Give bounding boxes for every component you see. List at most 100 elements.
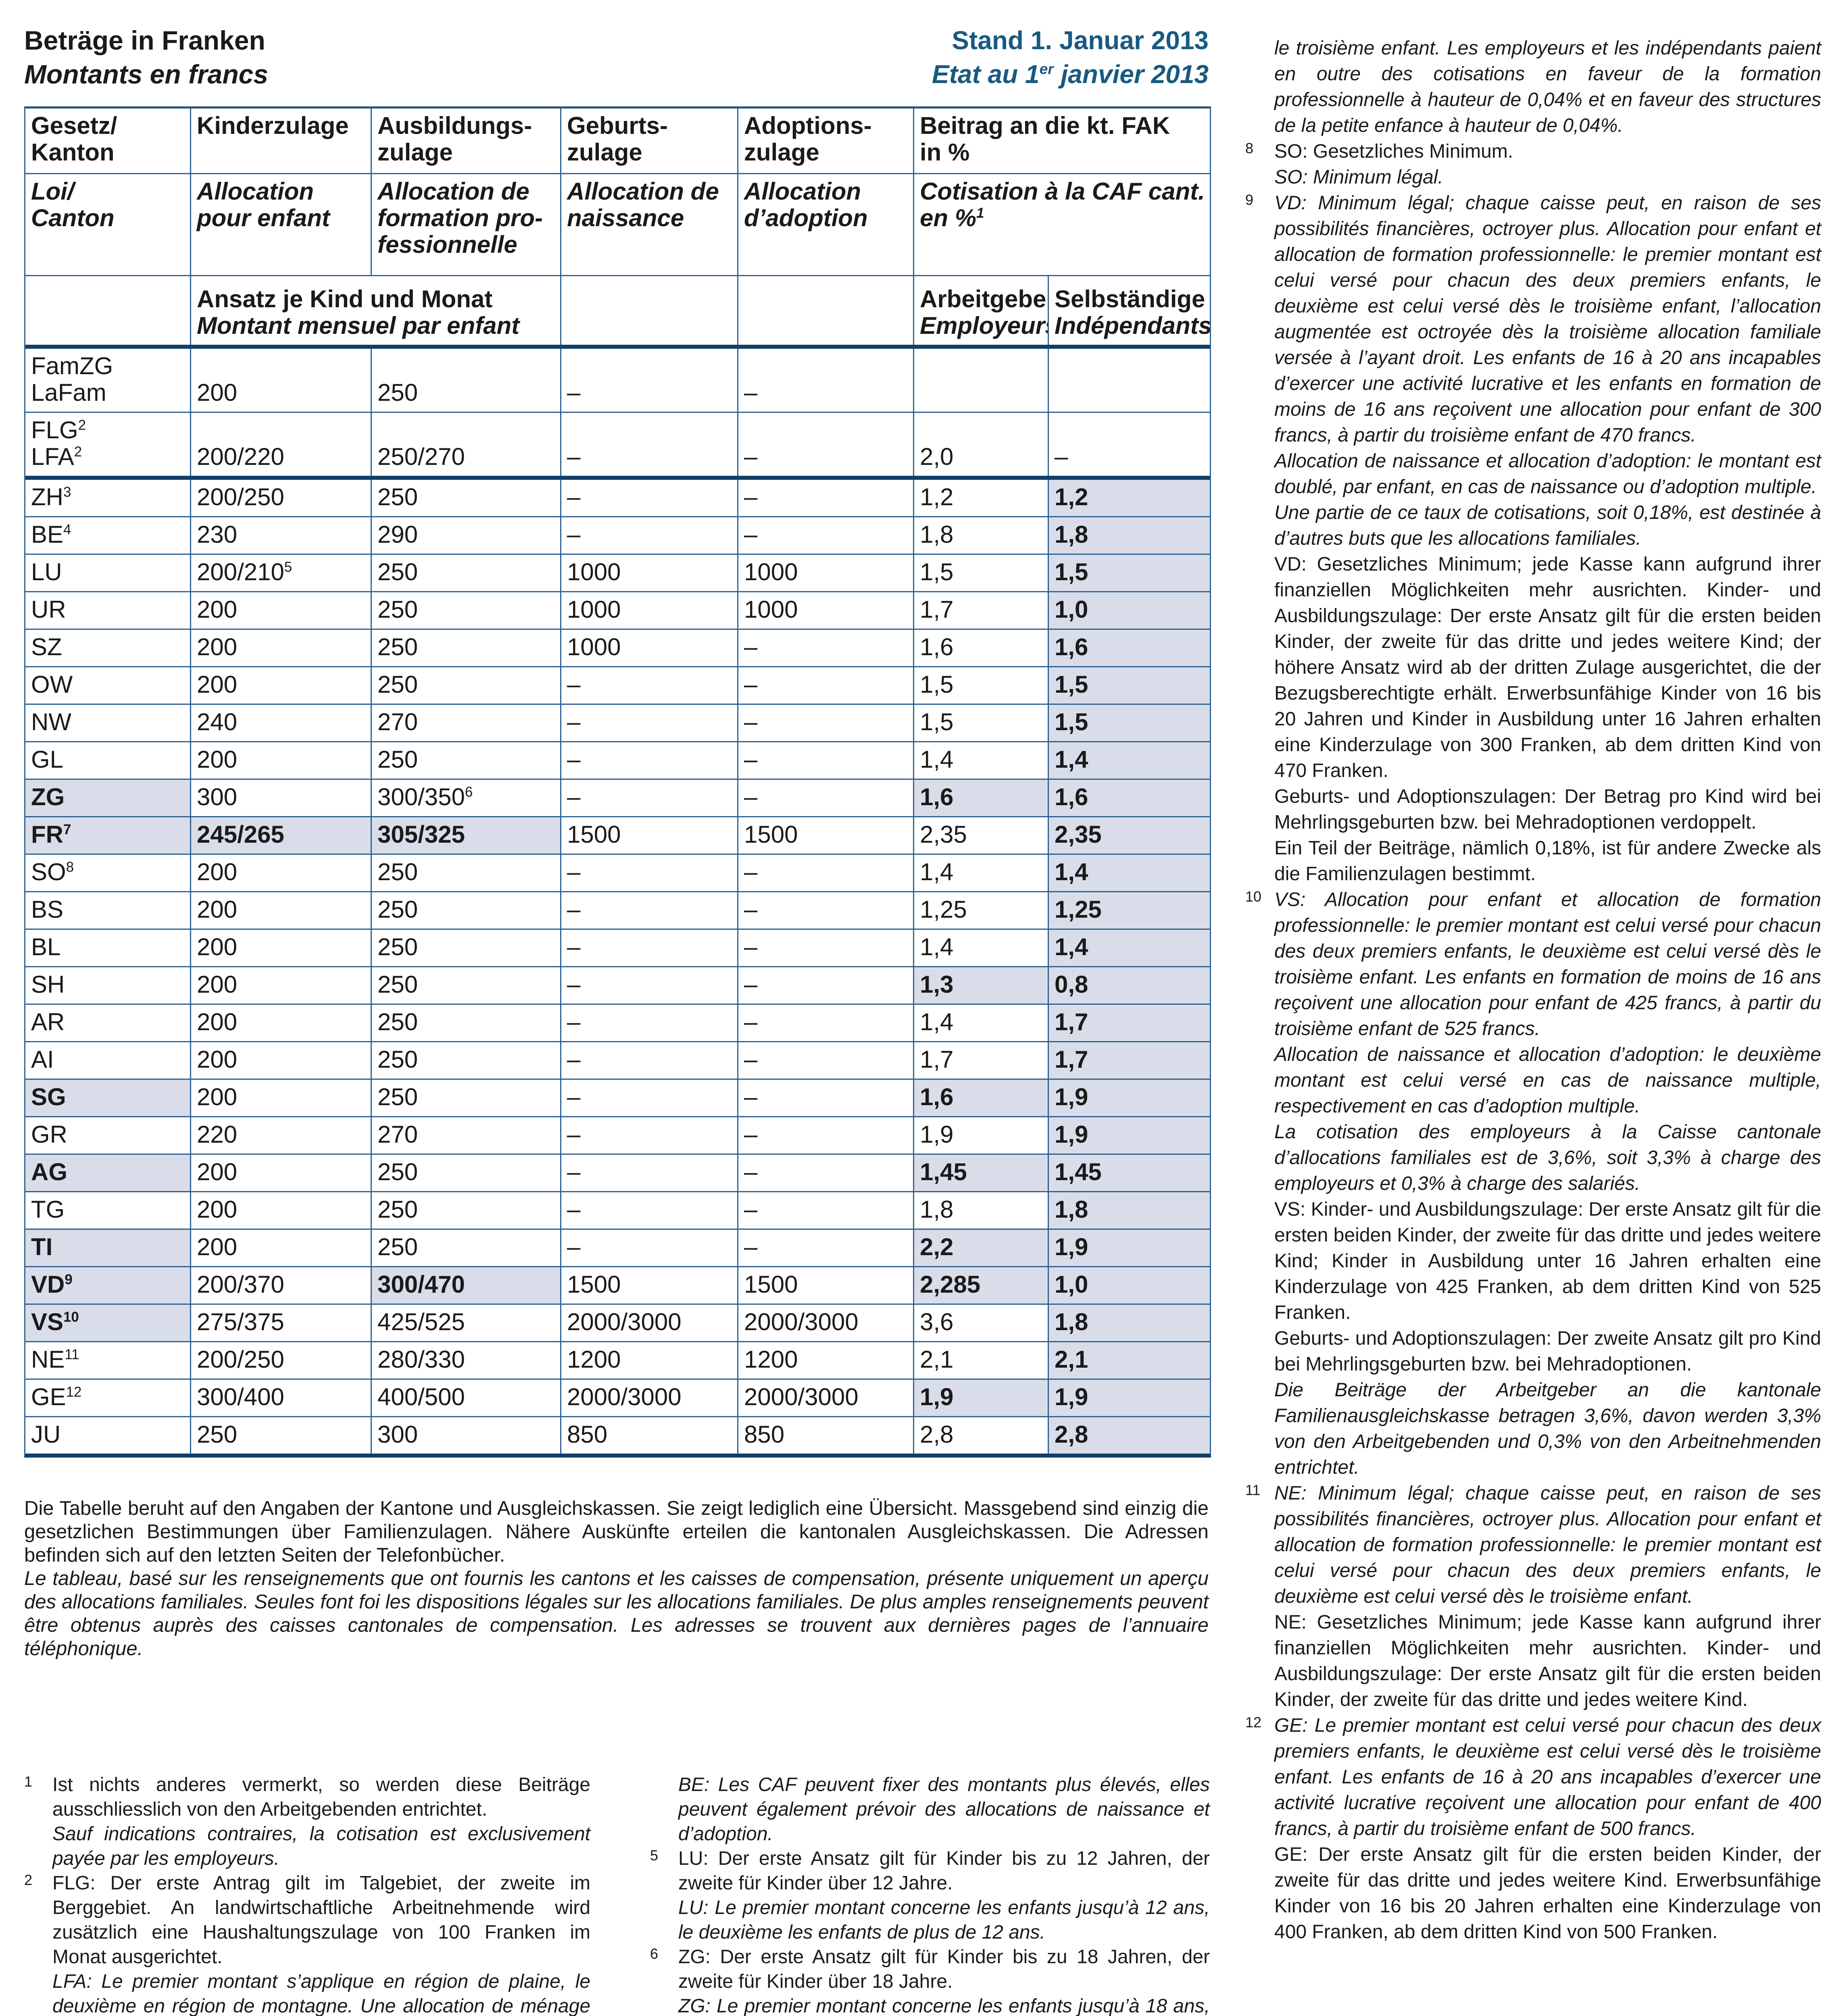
self-employed-rate-cell: 1,8 [1049,1192,1210,1229]
cell-text: SO8 [31,858,74,885]
canton-cell: GE12 [25,1380,191,1416]
cell-text: 200 [197,933,238,960]
footnote-paragraph: ZG: Le premier montant concerne les enfa… [678,1995,1210,2016]
self-employed-rate-cell: 1,5 [1049,705,1210,741]
cell-text: AG [31,1158,67,1185]
cell-text: 1,4 [1055,933,1088,960]
cell-text: 1,4 [1055,746,1088,773]
education-allowance-cell: 300 [372,1417,561,1454]
cell-text: 1,7 [1055,1046,1088,1073]
cell-text: BS [31,896,64,923]
column-header-french: Loi/ Canton [25,174,191,275]
column-header: Kinderzulage [191,108,372,173]
birth-allowance-cell: 1000 [561,630,738,666]
cell-text: 1,9 [920,1383,954,1410]
column-header-french: Allocation pour enfant [191,174,372,275]
canton-cell: AG [25,1155,191,1191]
cell-text: – [567,1046,581,1073]
birth-allowance-cell: 1200 [561,1342,738,1379]
cell-text: 200 [197,633,238,660]
footnote-marker: 9 [65,1272,73,1287]
cell-text: 290 [377,521,418,548]
cell-text: – [744,379,758,406]
adoption-allowance-cell: 1000 [738,592,914,629]
footnote-marker: 6 [465,784,473,800]
child-allowance-cell: 300/400 [191,1380,372,1416]
canton-cell: SO8 [25,855,191,891]
education-allowance-cell: 250/270 [372,413,561,476]
cell-text: 250 [377,746,418,773]
birth-allowance-cell: – [561,413,738,476]
employer-rate-cell: 1,4 [914,742,1049,779]
footnote-paragraph: LFA: Le premier montant s’applique en ré… [52,1971,590,2016]
education-allowance-cell: 250 [372,592,561,629]
birth-allowance-cell: – [561,1230,738,1266]
employer-rate-cell: 1,6 [914,1080,1049,1116]
self-employed-rate-cell: 1,5 [1049,555,1210,591]
table-row: BE4 230 290 – – 1,8 1,8 [25,517,1210,555]
footnote-marker: 2 [74,444,82,460]
canton-cell: GR [25,1117,191,1154]
cell-text: 2000/3000 [567,1308,682,1335]
cell-text: 200 [197,596,238,623]
cell-text: – [744,1121,758,1148]
education-allowance-cell: 250 [372,1230,561,1266]
canton-cell: AI [25,1042,191,1079]
table-row: ZH3 200/250 250 – – 1,2 1,2 [25,480,1210,517]
cell-text: – [567,858,581,885]
child-allowance-cell: 200/220 [191,413,372,476]
ansatz-label-french: Montant mensuel par enfant [197,312,520,339]
footnote-paragraph: VD: Gesetzliches Minimum; jede Kasse kan… [1274,554,1821,781]
empty-cell [738,276,914,345]
cell-text: 250 [377,596,418,623]
cell-text: – [744,933,758,960]
cell-text: 200/250 [197,483,284,510]
cell-text: 245/265 [197,821,284,848]
employer-rate-cell: 1,8 [914,1192,1049,1229]
cell-text: – [744,971,758,998]
birth-allowance-cell: 850 [561,1417,738,1454]
cell-text: 1500 [744,1271,798,1298]
birth-allowance-cell: – [561,1080,738,1116]
cell-text: SZ [31,633,62,660]
cell-text: – [567,1158,581,1185]
cell-text: 300/3506 [377,783,473,810]
cell-text: 200 [197,1008,238,1035]
table-row: JU 250 300 850 850 2,8 2,8 [25,1417,1210,1454]
cell-text: 1,8 [1055,521,1088,548]
table-row: NE11 200/250 280/330 1200 1200 2,1 2,1 [25,1342,1210,1380]
cell-text: 1,4 [1055,858,1088,885]
cell-text: 200 [197,1158,238,1185]
footnote-paragraph: LU: Le premier montant concerne les enfa… [678,1897,1210,1943]
child-allowance-cell: 200 [191,1080,372,1116]
self-employed-rate-cell [1049,349,1210,412]
cell-text: 1,7 [920,1046,954,1073]
cell-text: 2000/3000 [567,1383,682,1410]
employer-rate-cell: 1,45 [914,1155,1049,1191]
table-row: VD9 200/370 300/470 1500 1500 2,285 1,0 [25,1267,1210,1305]
child-allowance-cell: 200 [191,855,372,891]
cell-text: 1500 [567,821,621,848]
footnote-paragraph: Die Beiträge der Arbeitgeber an die kant… [1274,1379,1821,1478]
employer-rate-cell: 2,285 [914,1267,1049,1304]
cell-text: OW [31,671,73,698]
cell-text: 400/500 [377,1383,465,1410]
cell-text: AI [31,1046,54,1073]
self-employed-rate-cell: 1,4 [1049,742,1210,779]
cell-text: 1,9 [1055,1083,1088,1110]
cell-text: 1200 [744,1346,798,1373]
birth-allowance-cell: – [561,1155,738,1191]
cell-text: 0,8 [1055,971,1088,998]
cell-text: 1500 [567,1271,621,1298]
education-allowance-cell: 250 [372,1005,561,1041]
cell-text: FamZG [31,352,113,379]
canton-cell: AR [25,1005,191,1041]
column-header: Adoptions- zulage [738,108,914,173]
employer-rate-cell: 2,0 [914,413,1049,476]
canton-cell: OW [25,667,191,704]
education-allowance-cell: 250 [372,1042,561,1079]
cell-text: 200 [197,1083,238,1110]
cell-text: 1,5 [920,708,954,735]
canton-cell: SG [25,1080,191,1116]
footnote-paragraph: La cotisation des employeurs à la Caisse… [1274,1121,1821,1194]
